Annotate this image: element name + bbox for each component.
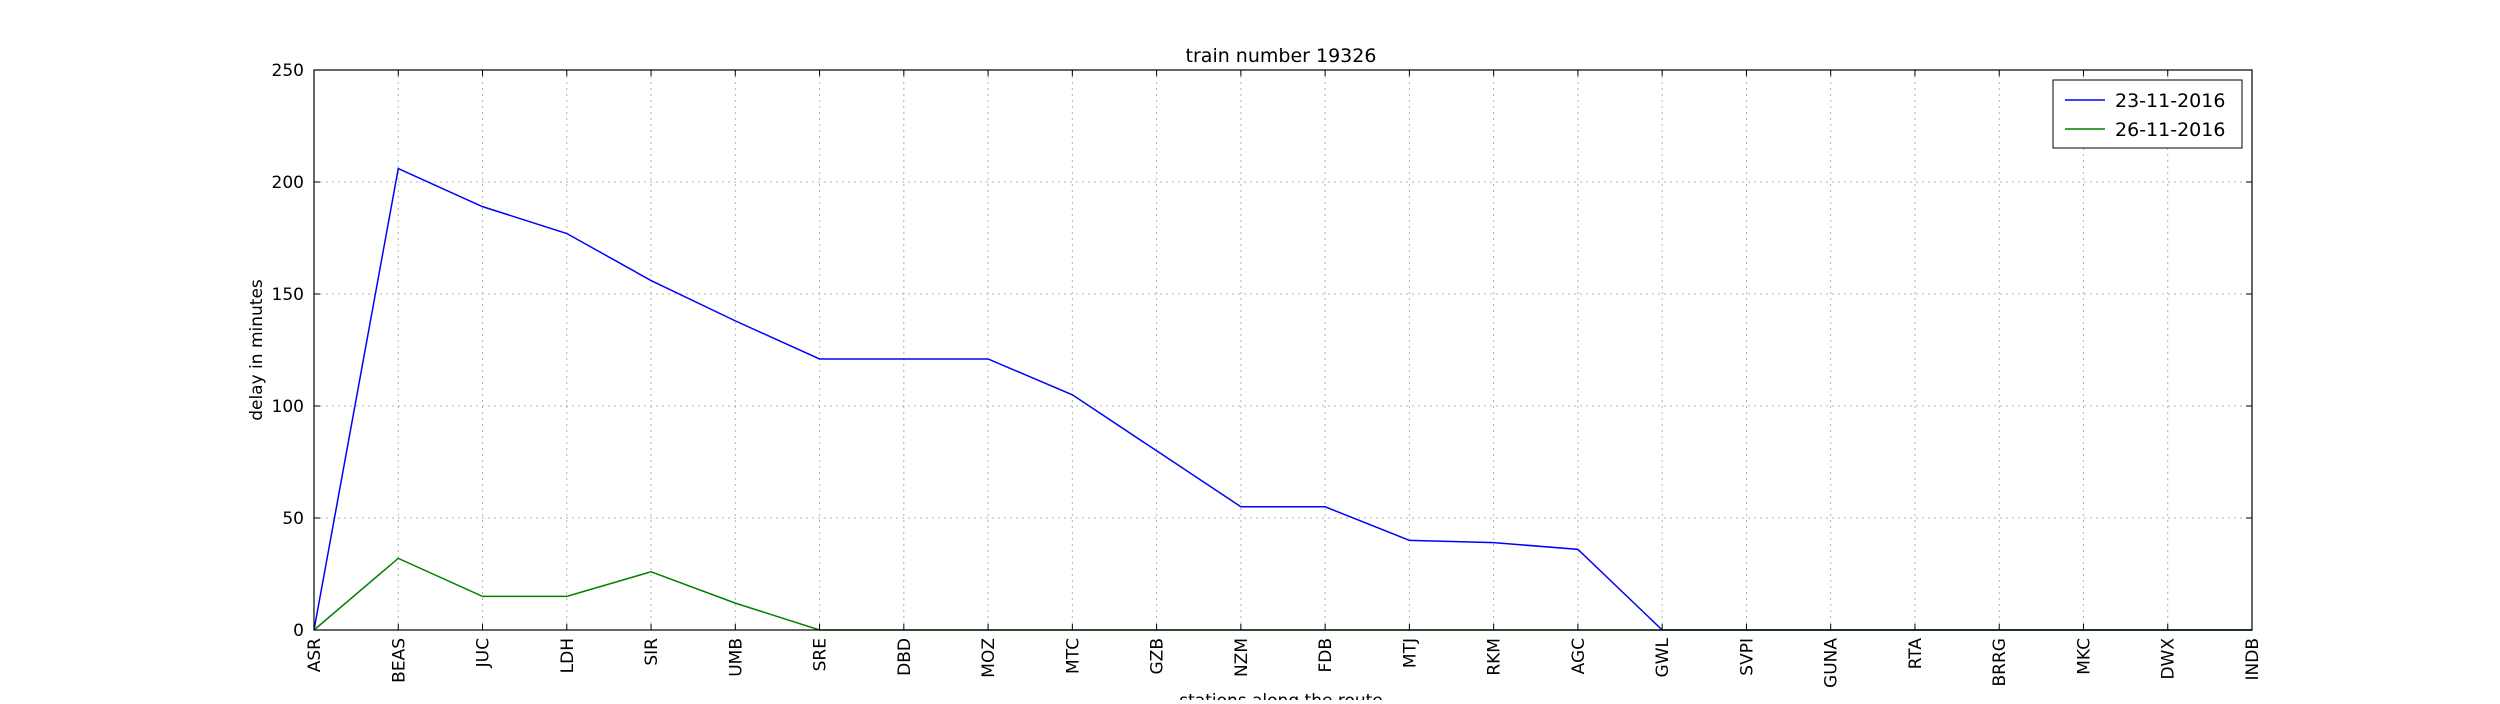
y-axis-label: delay in minutes	[247, 279, 267, 421]
legend-label: 26-11-2016	[2115, 119, 2225, 141]
x-tick-label: FDB	[1316, 638, 1336, 673]
y-tick-label: 50	[282, 509, 304, 529]
x-tick-label: ASR	[305, 638, 325, 672]
x-tick-label: MTC	[1063, 638, 1083, 674]
x-tick-label: NZM	[1232, 638, 1252, 677]
legend-label: 23-11-2016	[2115, 90, 2225, 112]
x-axis-label: stations along the route	[1179, 691, 1383, 700]
x-tick-label: MTJ	[1400, 638, 1420, 668]
x-tick-label: DWX	[2159, 638, 2179, 680]
x-tick-label: RTA	[1906, 638, 1926, 670]
axis-ticks: ASR BEAS JUC LDH SIR UMB SRE DBD MOZ MTC GZB NZM FDB…	[272, 61, 2263, 688]
y-tick-label: 200	[272, 173, 304, 193]
series-line-2	[313, 557, 2252, 631]
legend: 23-11-2016 26-11-2016	[2052, 79, 2243, 149]
x-tick-label: SIR	[642, 638, 662, 666]
x-tick-label: GZB	[1148, 638, 1168, 674]
series-line-1	[313, 167, 2252, 631]
x-tick-label: AGC	[1569, 638, 1589, 674]
plot-frame	[313, 69, 2253, 631]
y-tick-label: 250	[272, 61, 304, 81]
chart-title: train number 19326	[1186, 45, 1377, 67]
x-tick-label: DBD	[895, 638, 915, 676]
series-layer	[313, 167, 2252, 631]
x-tick-label: MKC	[2074, 638, 2094, 675]
x-tick-label: SVPI	[1737, 638, 1757, 676]
y-tick-label: 0	[293, 621, 304, 641]
x-tick-label: LDH	[558, 638, 578, 673]
x-tick-label: BEAS	[389, 638, 409, 683]
legend-box	[2052, 79, 2243, 149]
x-tick-label: RKM	[1485, 638, 1505, 676]
x-tick-label: MOZ	[979, 638, 999, 678]
x-tick-label: BRRG	[1990, 638, 2010, 686]
x-tick-label: JUC	[474, 638, 494, 668]
y-tick-label: 150	[272, 285, 304, 305]
x-tick-label: GWL	[1653, 637, 1673, 677]
grid-lines	[314, 70, 2252, 630]
x-tick-label: UMB	[726, 638, 746, 677]
y-tick-label: 100	[272, 397, 304, 417]
x-tick-label: GUNA	[1822, 638, 1842, 688]
x-tick-label: INDB	[2243, 638, 2263, 680]
x-tick-label: SRE	[811, 638, 831, 671]
